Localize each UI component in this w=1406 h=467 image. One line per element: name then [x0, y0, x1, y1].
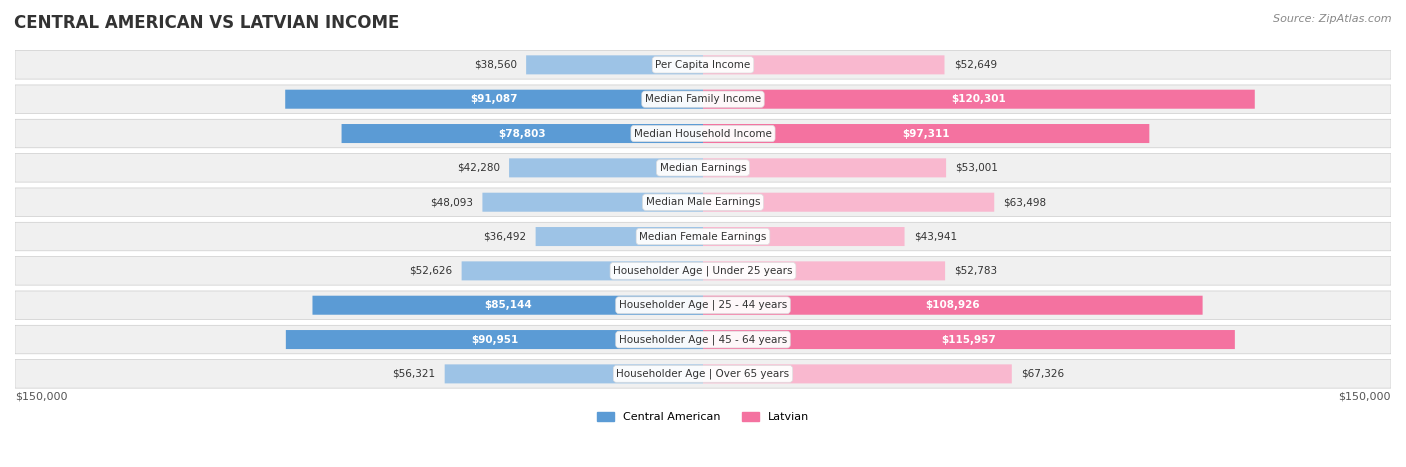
Text: $43,941: $43,941 — [914, 232, 957, 241]
FancyBboxPatch shape — [703, 90, 1254, 109]
FancyBboxPatch shape — [15, 291, 1391, 319]
FancyBboxPatch shape — [285, 90, 703, 109]
Text: Householder Age | Over 65 years: Householder Age | Over 65 years — [616, 368, 790, 379]
FancyBboxPatch shape — [312, 296, 703, 315]
Text: Median Household Income: Median Household Income — [634, 128, 772, 139]
FancyBboxPatch shape — [703, 193, 994, 212]
Text: Median Female Earnings: Median Female Earnings — [640, 232, 766, 241]
Text: Per Capita Income: Per Capita Income — [655, 60, 751, 70]
FancyBboxPatch shape — [15, 188, 1391, 216]
Text: $52,783: $52,783 — [955, 266, 997, 276]
Legend: Central American, Latvian: Central American, Latvian — [592, 408, 814, 427]
FancyBboxPatch shape — [15, 360, 1391, 388]
FancyBboxPatch shape — [15, 257, 1391, 285]
Text: $52,626: $52,626 — [409, 266, 453, 276]
FancyBboxPatch shape — [703, 158, 946, 177]
Text: Median Family Income: Median Family Income — [645, 94, 761, 104]
Text: $42,280: $42,280 — [457, 163, 501, 173]
Text: $85,144: $85,144 — [484, 300, 531, 310]
Text: $63,498: $63,498 — [1004, 197, 1046, 207]
FancyBboxPatch shape — [15, 325, 1391, 354]
Text: $150,000: $150,000 — [15, 391, 67, 401]
Text: Median Earnings: Median Earnings — [659, 163, 747, 173]
FancyBboxPatch shape — [15, 119, 1391, 148]
Text: CENTRAL AMERICAN VS LATVIAN INCOME: CENTRAL AMERICAN VS LATVIAN INCOME — [14, 14, 399, 32]
Text: $36,492: $36,492 — [484, 232, 526, 241]
FancyBboxPatch shape — [509, 158, 703, 177]
FancyBboxPatch shape — [536, 227, 703, 246]
FancyBboxPatch shape — [15, 222, 1391, 251]
Text: $120,301: $120,301 — [952, 94, 1007, 104]
Text: $91,087: $91,087 — [471, 94, 517, 104]
FancyBboxPatch shape — [703, 124, 1149, 143]
FancyBboxPatch shape — [444, 364, 703, 383]
FancyBboxPatch shape — [285, 330, 703, 349]
FancyBboxPatch shape — [703, 330, 1234, 349]
FancyBboxPatch shape — [15, 50, 1391, 79]
Text: $48,093: $48,093 — [430, 197, 474, 207]
FancyBboxPatch shape — [703, 227, 904, 246]
FancyBboxPatch shape — [703, 296, 1202, 315]
FancyBboxPatch shape — [15, 85, 1391, 113]
Text: $67,326: $67,326 — [1021, 369, 1064, 379]
Text: $90,951: $90,951 — [471, 334, 517, 345]
Text: $108,926: $108,926 — [925, 300, 980, 310]
Text: $115,957: $115,957 — [942, 334, 997, 345]
FancyBboxPatch shape — [526, 56, 703, 74]
Text: Householder Age | 25 - 44 years: Householder Age | 25 - 44 years — [619, 300, 787, 311]
Text: $150,000: $150,000 — [1339, 391, 1391, 401]
Text: $52,649: $52,649 — [953, 60, 997, 70]
Text: $56,321: $56,321 — [392, 369, 436, 379]
FancyBboxPatch shape — [703, 56, 945, 74]
FancyBboxPatch shape — [461, 262, 703, 280]
Text: $78,803: $78,803 — [499, 128, 546, 139]
FancyBboxPatch shape — [482, 193, 703, 212]
Text: Householder Age | Under 25 years: Householder Age | Under 25 years — [613, 266, 793, 276]
Text: Median Male Earnings: Median Male Earnings — [645, 197, 761, 207]
FancyBboxPatch shape — [15, 154, 1391, 182]
Text: $38,560: $38,560 — [474, 60, 517, 70]
Text: Householder Age | 45 - 64 years: Householder Age | 45 - 64 years — [619, 334, 787, 345]
FancyBboxPatch shape — [703, 364, 1012, 383]
Text: $97,311: $97,311 — [903, 128, 950, 139]
FancyBboxPatch shape — [703, 262, 945, 280]
Text: $53,001: $53,001 — [955, 163, 998, 173]
FancyBboxPatch shape — [342, 124, 703, 143]
Text: Source: ZipAtlas.com: Source: ZipAtlas.com — [1274, 14, 1392, 24]
